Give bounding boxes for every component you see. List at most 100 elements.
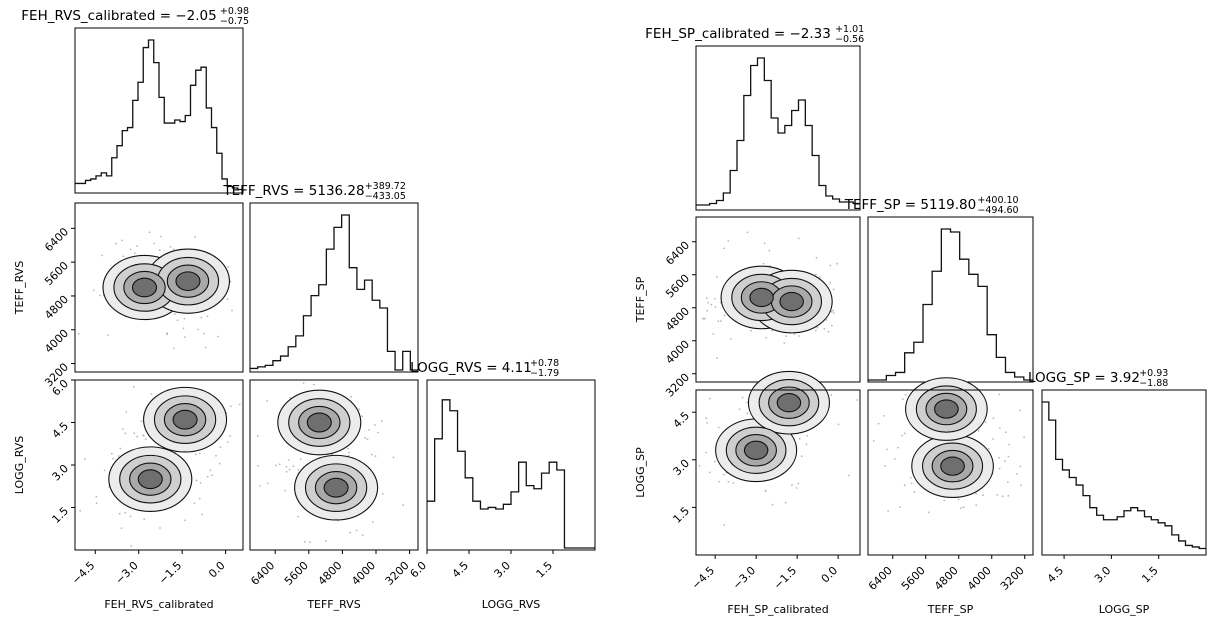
scatter-point [349, 531, 352, 534]
scatter-point [350, 395, 353, 398]
scatter-point [897, 446, 899, 449]
scatter-point [797, 482, 800, 485]
scatter-point [1007, 494, 1010, 497]
scatter-point [806, 435, 808, 437]
scatter-point [798, 335, 800, 337]
scatter-point [959, 507, 962, 509]
scatter-point [910, 482, 913, 485]
scatter-point [129, 248, 132, 251]
scatter-point [299, 458, 302, 461]
scatter-point [381, 492, 384, 495]
scatter-point [1001, 495, 1004, 498]
density-contour-level-4 [779, 291, 804, 312]
scatter-point [148, 231, 151, 234]
scatter-point [998, 456, 1001, 459]
scatter-point [169, 246, 172, 248]
scatter-point [122, 255, 125, 258]
y-tick-label: 6400 [42, 225, 71, 254]
scatter-point [746, 412, 749, 415]
scatter-point [229, 280, 232, 283]
scatter-point [798, 437, 801, 440]
scatter-point [292, 465, 295, 468]
scatter-point [715, 276, 718, 278]
scatter-point [771, 329, 774, 332]
scatter-point [698, 464, 701, 467]
scatter-point [887, 510, 889, 512]
scatter-point [229, 435, 232, 438]
x-tick-label: −1.5 [156, 559, 184, 587]
scatter-point [226, 441, 229, 443]
x-tick-label: −3.0 [113, 559, 141, 587]
scatter-point [199, 481, 202, 484]
histogram-line [250, 214, 418, 371]
scatter-point [230, 405, 232, 408]
scatter-point [1020, 484, 1022, 487]
scatter-point [120, 527, 123, 529]
title-upper-error: +0.78 [530, 358, 559, 369]
panel-2-1: 6400 5600 4800 4000 3200 TEFF_RVS [248, 379, 419, 611]
scatter-point [723, 524, 726, 526]
scatter-point [943, 499, 946, 502]
scatter-point [172, 248, 175, 251]
panel-2-1: 6400 5600 4800 4000 3200 TEFF_SP [866, 377, 1034, 616]
x-tick-label: 6400 [866, 564, 895, 593]
y-axis-label: TEFF_SP [634, 276, 647, 323]
scatter-point [217, 335, 219, 338]
scatter-point [402, 504, 405, 506]
scatter-point [894, 458, 896, 460]
x-axis-label: FEH_SP_calibrated [727, 603, 828, 616]
density-contour-level-4 [137, 469, 163, 490]
scatter-point [977, 429, 980, 432]
scatter-point [815, 329, 817, 332]
density-contour-level-4 [175, 271, 201, 292]
scatter-point [184, 336, 186, 338]
scatter-point [133, 385, 135, 388]
scatter-point [705, 297, 708, 299]
scatter-point [183, 317, 186, 320]
y-axis-label: TEFF_RVS [13, 261, 26, 315]
title-upper-error: +0.98 [220, 6, 249, 17]
title-lower-error: −494.60 [977, 205, 1018, 216]
scatter-point [856, 399, 859, 401]
panel-frame [74, 202, 244, 373]
scatter-point [274, 464, 277, 467]
scatter-point [832, 312, 835, 314]
scatter-point [1019, 409, 1021, 412]
scatter-point [877, 422, 880, 425]
scatter-point [361, 534, 364, 536]
scatter-point [703, 317, 705, 320]
scatter-point [153, 242, 156, 245]
panel-frame [695, 389, 861, 556]
scatter-point [133, 252, 136, 255]
scatter-point [203, 332, 205, 335]
scatter-point [708, 397, 711, 400]
scatter-point [95, 502, 98, 505]
scatter-point [750, 329, 752, 332]
scatter-point [723, 314, 726, 317]
panel-title: FEH_SP_calibrated = −2.33 [645, 26, 831, 42]
x-tick-label: 3200 [383, 559, 412, 588]
scatter-point [200, 316, 203, 319]
scatter-point [231, 309, 233, 312]
scatter-point [1007, 455, 1010, 458]
panel-1-1: TEFF_SP = 5119.80 +400.10−494.60 [844, 195, 1034, 383]
x-axis-label: FEH_RVS_calibrated [104, 598, 213, 611]
scatter-point [392, 456, 395, 459]
scatter-point [115, 242, 117, 245]
scatter-point [374, 455, 377, 457]
scatter-point [215, 454, 217, 457]
scatter-point [309, 541, 311, 544]
scatter-point [962, 506, 965, 509]
histogram-line [75, 39, 243, 191]
scatter-point [706, 422, 709, 424]
panel-2-0: −4.5 −3.0 −1.5 0.0FEH_RVS_calibrated6.04.53… [13, 377, 244, 611]
panel-frame [695, 45, 861, 211]
scatter-point [103, 469, 106, 472]
scatter-point [288, 468, 291, 471]
panel-title: FEH_RVS_calibrated = −2.05 [21, 8, 216, 24]
x-tick-label: 3.0 [492, 559, 514, 581]
scatter-point [785, 335, 787, 337]
scatter-point [882, 415, 885, 417]
scatter-point [143, 518, 146, 520]
